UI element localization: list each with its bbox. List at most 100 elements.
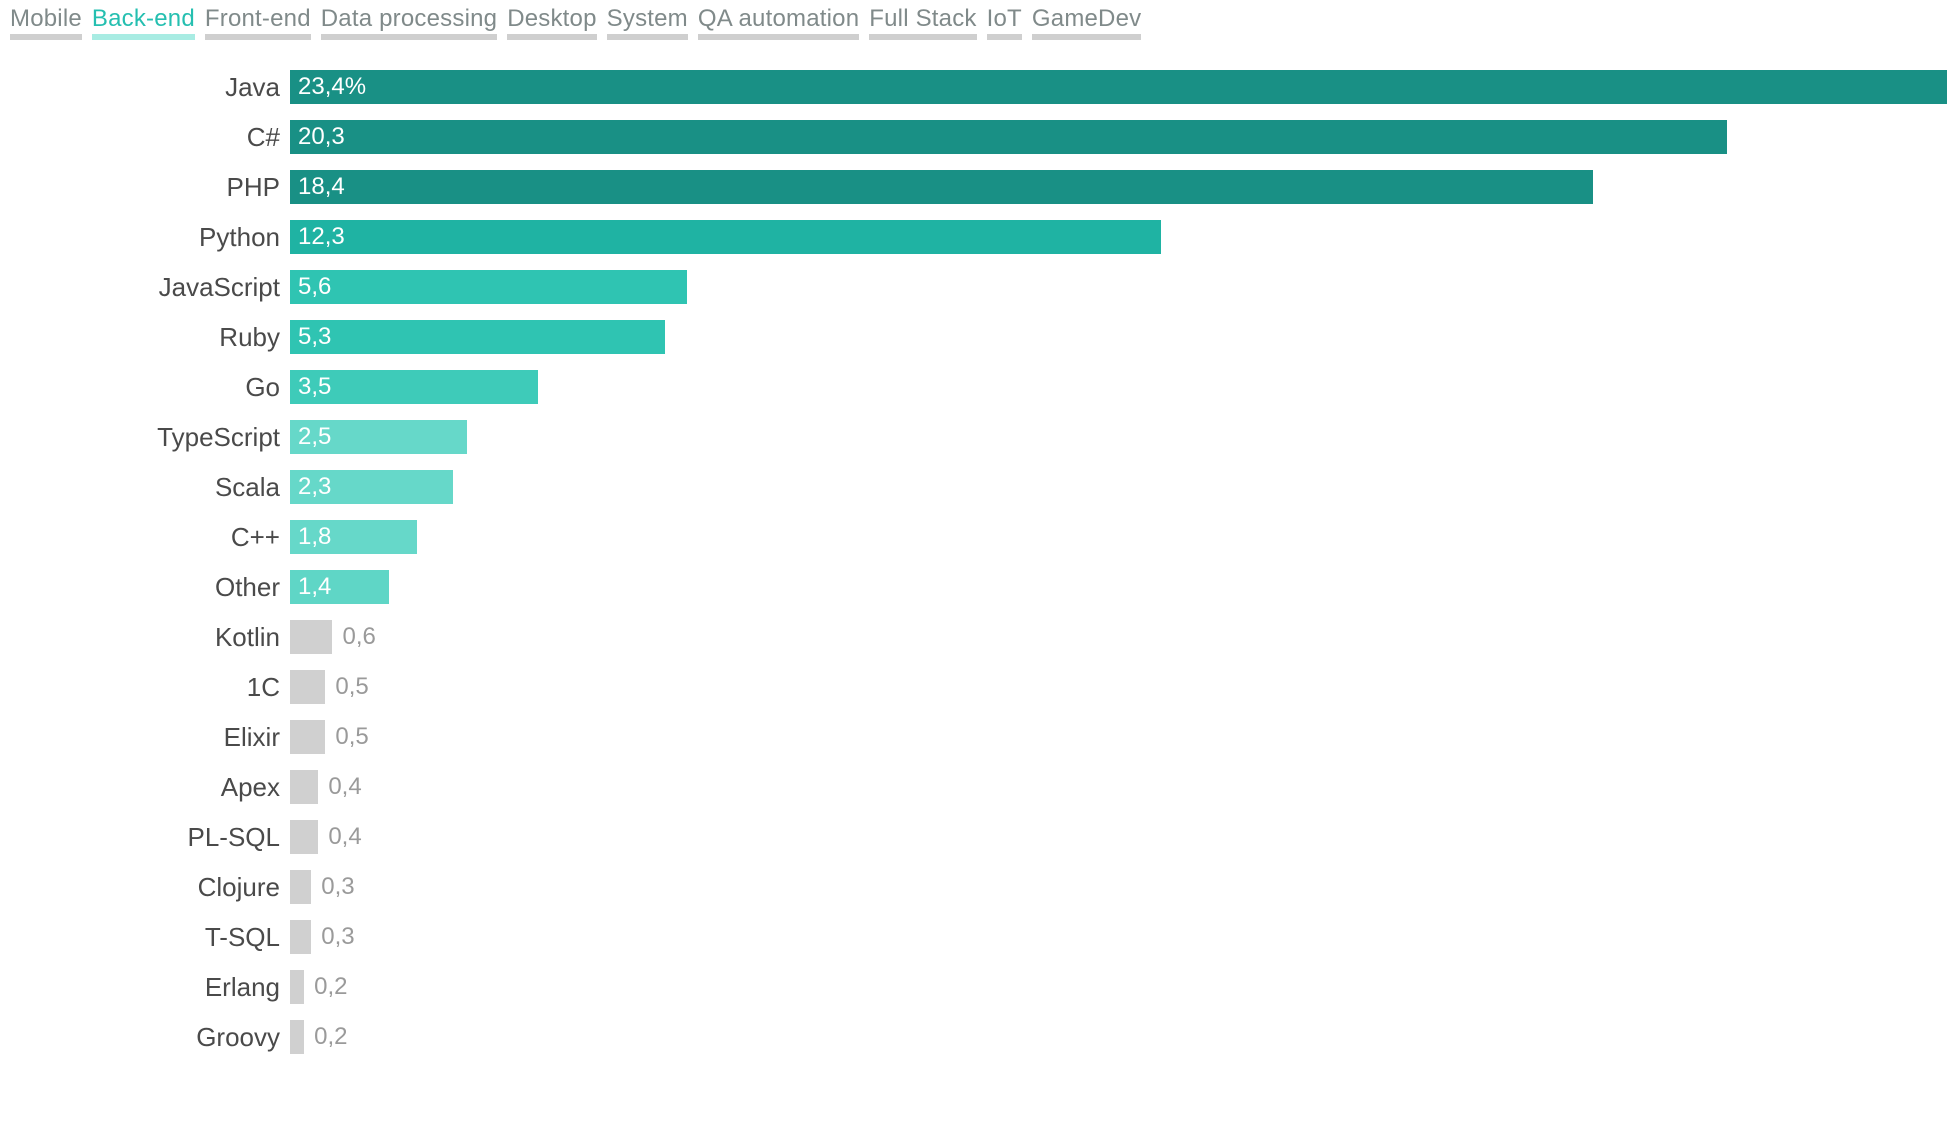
category-label: C# bbox=[10, 124, 290, 150]
value-label: 0,3 bbox=[321, 875, 354, 899]
value-label: 0,5 bbox=[335, 675, 368, 699]
category-label: Groovy bbox=[10, 1024, 290, 1050]
bar-area: 0,3 bbox=[290, 870, 1947, 904]
tab-underline bbox=[92, 34, 195, 40]
bar[interactable]: 2,5 bbox=[290, 420, 467, 454]
category-label: Elixir bbox=[10, 724, 290, 750]
value-label: 0,3 bbox=[321, 925, 354, 949]
value-label: 1,8 bbox=[298, 525, 331, 549]
bar-area: 3,5 bbox=[290, 370, 1947, 404]
category-label: Clojure bbox=[10, 874, 290, 900]
bar[interactable] bbox=[290, 720, 325, 754]
category-label: Erlang bbox=[10, 974, 290, 1000]
value-label: 2,5 bbox=[298, 425, 331, 449]
bar[interactable]: 2,3 bbox=[290, 470, 453, 504]
category-label: JavaScript bbox=[10, 274, 290, 300]
chart-row: JavaScript 5,6 bbox=[10, 262, 1947, 312]
category-label: PL-SQL bbox=[10, 824, 290, 850]
tab-underline bbox=[698, 34, 859, 40]
tab-label: Desktop bbox=[507, 5, 596, 32]
tab-mobile[interactable]: Mobile bbox=[10, 6, 82, 40]
value-label: 1,4 bbox=[298, 575, 331, 599]
tab-underline bbox=[507, 34, 596, 40]
tab-label: IoT bbox=[987, 5, 1022, 32]
chart-row: Erlang 0,2 bbox=[10, 962, 1947, 1012]
category-label: 1C bbox=[10, 674, 290, 700]
bar[interactable] bbox=[290, 670, 325, 704]
tab-underline bbox=[10, 34, 82, 40]
bar-area: 1,4 bbox=[290, 570, 1947, 604]
value-label: 2,3 bbox=[298, 475, 331, 499]
tab-back-end[interactable]: Back-end bbox=[92, 6, 195, 40]
bar[interactable]: 1,4 bbox=[290, 570, 389, 604]
bar-chart: Java23,4%C#20,3PHP18,4Python12,3JavaScri… bbox=[10, 62, 1947, 1062]
bar[interactable]: 18,4 bbox=[290, 170, 1593, 204]
bar-area: 0,2 bbox=[290, 1020, 1947, 1054]
tab-system[interactable]: System bbox=[607, 6, 688, 40]
category-label: Python bbox=[10, 224, 290, 250]
bar[interactable] bbox=[290, 920, 311, 954]
chart-row: C# 20,3 bbox=[10, 112, 1947, 162]
bar-area: 0,6 bbox=[290, 620, 1947, 654]
tab-label: Mobile bbox=[10, 5, 82, 32]
tab-underline bbox=[205, 34, 311, 40]
category-label: Kotlin bbox=[10, 624, 290, 650]
tab-iot[interactable]: IoT bbox=[987, 6, 1022, 40]
bar-area: 0,4 bbox=[290, 770, 1947, 804]
category-label: Java bbox=[10, 74, 290, 100]
bar[interactable] bbox=[290, 770, 318, 804]
bar[interactable]: 1,8 bbox=[290, 520, 417, 554]
tab-full-stack[interactable]: Full Stack bbox=[869, 6, 976, 40]
bar[interactable]: 12,3 bbox=[290, 220, 1161, 254]
tab-front-end[interactable]: Front-end bbox=[205, 6, 311, 40]
bar[interactable]: 5,6 bbox=[290, 270, 687, 304]
chart-row: Clojure 0,3 bbox=[10, 862, 1947, 912]
category-label: PHP bbox=[10, 174, 290, 200]
bar-area: 20,3 bbox=[290, 120, 1947, 154]
bar[interactable]: 23,4% bbox=[290, 70, 1947, 104]
tab-gamedev[interactable]: GameDev bbox=[1032, 6, 1141, 40]
value-label: 0,2 bbox=[314, 975, 347, 999]
tab-underline bbox=[987, 34, 1022, 40]
tab-underline bbox=[607, 34, 688, 40]
tab-label: GameDev bbox=[1032, 5, 1141, 32]
chart-row: T-SQL 0,3 bbox=[10, 912, 1947, 962]
tab-label: QA automation bbox=[698, 5, 859, 32]
bar[interactable] bbox=[290, 970, 304, 1004]
bar-area: 2,5 bbox=[290, 420, 1947, 454]
chart-container: Mobile Back-end Front-end Data processing De… bbox=[0, 0, 1957, 1072]
bar-area: 5,6 bbox=[290, 270, 1947, 304]
value-label: 0,6 bbox=[342, 625, 375, 649]
category-label: C++ bbox=[10, 524, 290, 550]
bar-area: 1,8 bbox=[290, 520, 1947, 554]
chart-row: Groovy 0,2 bbox=[10, 1012, 1947, 1062]
value-label: 0,2 bbox=[314, 1025, 347, 1049]
category-label: Scala bbox=[10, 474, 290, 500]
chart-row: Go 3,5 bbox=[10, 362, 1947, 412]
bar[interactable] bbox=[290, 870, 311, 904]
bar[interactable]: 5,3 bbox=[290, 320, 665, 354]
value-label: 3,5 bbox=[298, 375, 331, 399]
chart-row: Kotlin 0,6 bbox=[10, 612, 1947, 662]
bar[interactable]: 20,3 bbox=[290, 120, 1727, 154]
tab-underline bbox=[869, 34, 976, 40]
category-label: T-SQL bbox=[10, 924, 290, 950]
bar-area: 0,2 bbox=[290, 970, 1947, 1004]
value-label: 5,6 bbox=[298, 275, 331, 299]
bar[interactable] bbox=[290, 1020, 304, 1054]
bar[interactable]: 3,5 bbox=[290, 370, 538, 404]
category-label: Other bbox=[10, 574, 290, 600]
tab-underline bbox=[1032, 34, 1141, 40]
bar-area: 5,3 bbox=[290, 320, 1947, 354]
bar[interactable] bbox=[290, 820, 318, 854]
tab-data-processing[interactable]: Data processing bbox=[321, 6, 497, 40]
value-label: 0,4 bbox=[328, 825, 361, 849]
value-label: 20,3 bbox=[298, 125, 345, 149]
bar[interactable] bbox=[290, 620, 332, 654]
tab-qa-automation[interactable]: QA automation bbox=[698, 6, 859, 40]
bar-area: 23,4% bbox=[290, 70, 1947, 104]
tab-label: Data processing bbox=[321, 5, 497, 32]
tab-desktop[interactable]: Desktop bbox=[507, 6, 596, 40]
bar-area: 0,5 bbox=[290, 670, 1947, 704]
category-label: Go bbox=[10, 374, 290, 400]
